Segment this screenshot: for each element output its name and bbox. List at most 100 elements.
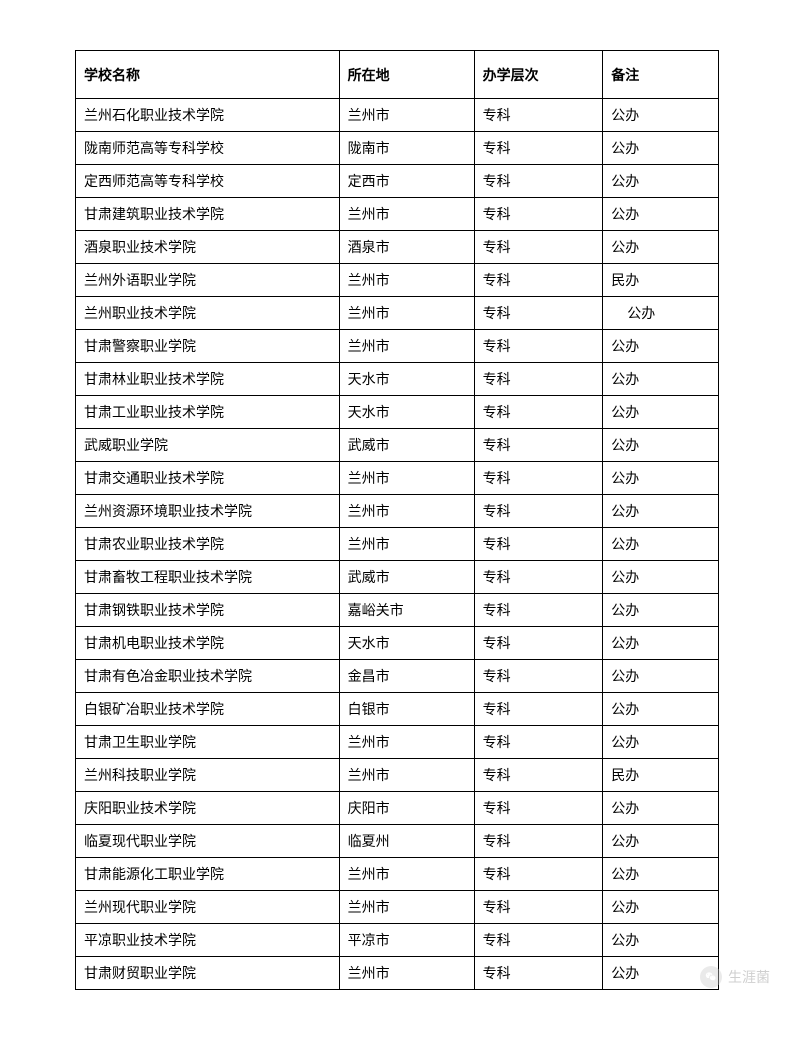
table-row: 兰州职业技术学院兰州市专科公办 <box>76 297 719 330</box>
table-row: 庆阳职业技术学院庆阳市专科公办 <box>76 792 719 825</box>
table-row: 甘肃畜牧工程职业技术学院武威市专科公办 <box>76 561 719 594</box>
cell-level: 专科 <box>474 726 603 759</box>
cell-remark: 公办 <box>603 330 719 363</box>
cell-remark: 公办 <box>603 792 719 825</box>
cell-level: 专科 <box>474 561 603 594</box>
table-body: 兰州石化职业技术学院兰州市专科公办陇南师范高等专科学校陇南市专科公办定西师范高等… <box>76 99 719 990</box>
cell-name: 甘肃畜牧工程职业技术学院 <box>76 561 340 594</box>
cell-name: 陇南师范高等专科学校 <box>76 132 340 165</box>
col-header-name: 学校名称 <box>76 51 340 99</box>
cell-location: 兰州市 <box>339 198 474 231</box>
cell-remark: 公办 <box>603 924 719 957</box>
cell-level: 专科 <box>474 792 603 825</box>
table-row: 酒泉职业技术学院酒泉市专科公办 <box>76 231 719 264</box>
cell-remark: 公办 <box>603 693 719 726</box>
col-header-location: 所在地 <box>339 51 474 99</box>
cell-location: 兰州市 <box>339 495 474 528</box>
cell-level: 专科 <box>474 363 603 396</box>
table-row: 兰州科技职业学院兰州市专科民办 <box>76 759 719 792</box>
table-row: 陇南师范高等专科学校陇南市专科公办 <box>76 132 719 165</box>
cell-level: 专科 <box>474 132 603 165</box>
cell-level: 专科 <box>474 396 603 429</box>
col-header-level: 办学层次 <box>474 51 603 99</box>
cell-level: 专科 <box>474 891 603 924</box>
cell-location: 天水市 <box>339 396 474 429</box>
cell-name: 临夏现代职业学院 <box>76 825 340 858</box>
cell-remark: 公办 <box>603 891 719 924</box>
table-row: 甘肃机电职业技术学院天水市专科公办 <box>76 627 719 660</box>
cell-remark: 公办 <box>603 825 719 858</box>
cell-remark: 公办 <box>603 231 719 264</box>
table-row: 甘肃交通职业技术学院兰州市专科公办 <box>76 462 719 495</box>
table-row: 甘肃警察职业学院兰州市专科公办 <box>76 330 719 363</box>
cell-name: 甘肃财贸职业学院 <box>76 957 340 990</box>
cell-name: 定西师范高等专科学校 <box>76 165 340 198</box>
cell-remark: 公办 <box>603 528 719 561</box>
cell-level: 专科 <box>474 858 603 891</box>
cell-location: 嘉峪关市 <box>339 594 474 627</box>
cell-level: 专科 <box>474 594 603 627</box>
cell-level: 专科 <box>474 759 603 792</box>
cell-name: 甘肃林业职业技术学院 <box>76 363 340 396</box>
cell-name: 兰州职业技术学院 <box>76 297 340 330</box>
table-row: 平凉职业技术学院平凉市专科公办 <box>76 924 719 957</box>
cell-name: 酒泉职业技术学院 <box>76 231 340 264</box>
table-row: 甘肃工业职业技术学院天水市专科公办 <box>76 396 719 429</box>
cell-location: 兰州市 <box>339 99 474 132</box>
cell-location: 天水市 <box>339 363 474 396</box>
table-row: 甘肃财贸职业学院兰州市专科公办 <box>76 957 719 990</box>
cell-name: 甘肃机电职业技术学院 <box>76 627 340 660</box>
cell-location: 白银市 <box>339 693 474 726</box>
cell-name: 武威职业学院 <box>76 429 340 462</box>
cell-location: 兰州市 <box>339 462 474 495</box>
cell-name: 甘肃卫生职业学院 <box>76 726 340 759</box>
cell-name: 甘肃工业职业技术学院 <box>76 396 340 429</box>
cell-location: 兰州市 <box>339 528 474 561</box>
table-row: 甘肃建筑职业技术学院兰州市专科公办 <box>76 198 719 231</box>
cell-level: 专科 <box>474 165 603 198</box>
cell-level: 专科 <box>474 825 603 858</box>
cell-name: 白银矿冶职业技术学院 <box>76 693 340 726</box>
schools-table: 学校名称 所在地 办学层次 备注 兰州石化职业技术学院兰州市专科公办陇南师范高等… <box>75 50 719 990</box>
cell-name: 兰州外语职业学院 <box>76 264 340 297</box>
cell-remark: 民办 <box>603 264 719 297</box>
cell-name: 甘肃钢铁职业技术学院 <box>76 594 340 627</box>
cell-level: 专科 <box>474 660 603 693</box>
cell-level: 专科 <box>474 264 603 297</box>
cell-level: 专科 <box>474 429 603 462</box>
table-row: 临夏现代职业学院临夏州专科公办 <box>76 825 719 858</box>
cell-level: 专科 <box>474 495 603 528</box>
cell-name: 甘肃建筑职业技术学院 <box>76 198 340 231</box>
cell-level: 专科 <box>474 693 603 726</box>
cell-location: 武威市 <box>339 429 474 462</box>
cell-location: 临夏州 <box>339 825 474 858</box>
cell-level: 专科 <box>474 99 603 132</box>
cell-remark: 公办 <box>603 297 719 330</box>
cell-location: 定西市 <box>339 165 474 198</box>
cell-remark: 公办 <box>603 594 719 627</box>
cell-remark: 公办 <box>603 627 719 660</box>
cell-name: 平凉职业技术学院 <box>76 924 340 957</box>
cell-remark: 公办 <box>603 660 719 693</box>
table-row: 甘肃农业职业技术学院兰州市专科公办 <box>76 528 719 561</box>
cell-remark: 公办 <box>603 165 719 198</box>
cell-remark: 公办 <box>603 363 719 396</box>
wechat-icon <box>700 966 722 988</box>
table-row: 甘肃林业职业技术学院天水市专科公办 <box>76 363 719 396</box>
cell-level: 专科 <box>474 231 603 264</box>
cell-location: 武威市 <box>339 561 474 594</box>
cell-level: 专科 <box>474 198 603 231</box>
table-row: 兰州现代职业学院兰州市专科公办 <box>76 891 719 924</box>
cell-name: 兰州现代职业学院 <box>76 891 340 924</box>
document-page: 学校名称 所在地 办学层次 备注 兰州石化职业技术学院兰州市专科公办陇南师范高等… <box>0 0 794 1040</box>
cell-remark: 民办 <box>603 759 719 792</box>
table-row: 甘肃有色冶金职业技术学院金昌市专科公办 <box>76 660 719 693</box>
cell-remark: 公办 <box>603 429 719 462</box>
cell-level: 专科 <box>474 528 603 561</box>
cell-location: 天水市 <box>339 627 474 660</box>
table-row: 白银矿冶职业技术学院白银市专科公办 <box>76 693 719 726</box>
cell-location: 兰州市 <box>339 858 474 891</box>
cell-location: 兰州市 <box>339 759 474 792</box>
table-row: 定西师范高等专科学校定西市专科公办 <box>76 165 719 198</box>
cell-level: 专科 <box>474 462 603 495</box>
